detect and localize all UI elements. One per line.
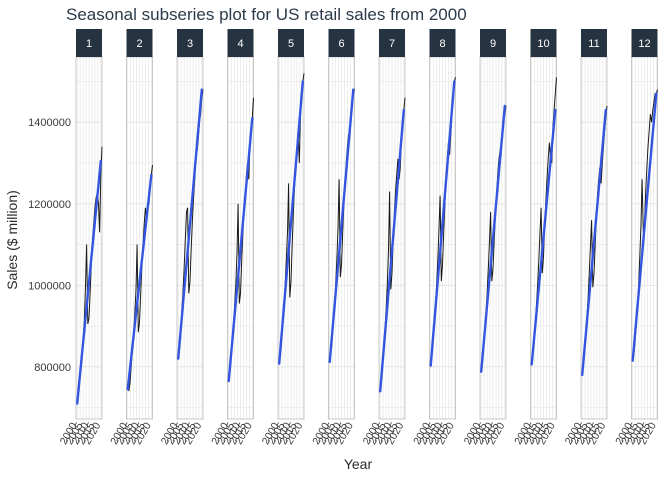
strip-7: [379, 29, 405, 57]
y-tick-label: 1400000: [28, 117, 71, 129]
strip-label: 7: [389, 38, 395, 50]
strip-label: 4: [237, 38, 243, 50]
strip-11: [581, 29, 607, 57]
trend-line-4: [227, 116, 254, 383]
strip-label: 9: [490, 38, 496, 50]
strip-label: 3: [187, 38, 193, 50]
strip-9: [480, 29, 506, 57]
strip-label: 6: [338, 38, 344, 50]
strip-label: 1: [86, 38, 92, 50]
strip-label: 12: [638, 38, 650, 50]
y-tick-label: 1000000: [28, 280, 71, 292]
trend-line-8: [429, 80, 456, 367]
trend-line-7: [379, 108, 405, 393]
trend-line-10: [530, 108, 557, 366]
trend-line-2: [126, 173, 153, 391]
trend-line-9: [480, 104, 506, 373]
chart-title: Seasonal subseries plot for US retail sa…: [66, 5, 467, 24]
trend-line-6: [328, 88, 355, 364]
strip-label: 10: [537, 38, 549, 50]
strip-label: 11: [588, 38, 599, 50]
x-axis-title: Year: [344, 456, 373, 472]
strip-4: [227, 29, 254, 57]
panels-layer: 1200020052010201520202200020052010201520…: [58, 29, 659, 447]
strip-6: [328, 29, 355, 57]
trend-line-3: [176, 88, 204, 360]
strip-1: [76, 29, 102, 57]
strip-12: [631, 29, 658, 57]
strip-label: 2: [136, 38, 142, 50]
y-tick-label: 1200000: [28, 199, 71, 211]
strip-3: [177, 29, 203, 57]
trend-line-11: [581, 108, 607, 377]
strip-label: 8: [439, 38, 445, 50]
strip-10: [530, 29, 557, 57]
trend-line-5: [278, 80, 304, 365]
strip-8: [429, 29, 456, 57]
y-tick-label: 800000: [34, 362, 71, 374]
y-axis: 800000 1000000 1200000 1400000: [28, 117, 71, 374]
strip-5: [278, 29, 304, 57]
strip-2: [126, 29, 153, 57]
trend-line-12: [631, 92, 658, 362]
strip-label: 5: [288, 38, 294, 50]
trend-line-1: [75, 159, 103, 405]
y-axis-title: Sales ($ million): [4, 190, 20, 290]
